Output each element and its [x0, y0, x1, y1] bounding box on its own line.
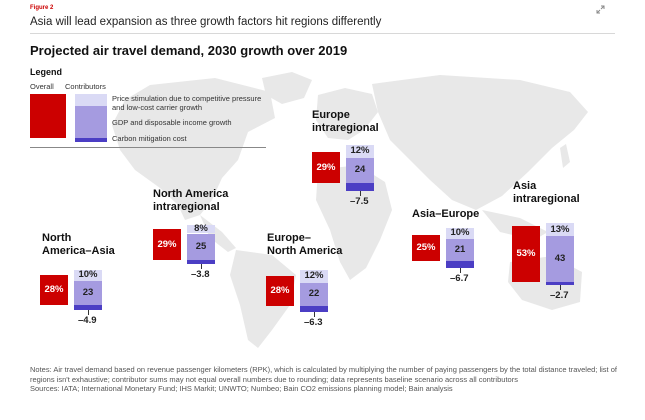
region-title-line: Europe–	[267, 232, 312, 244]
region-title-line: North America	[153, 188, 229, 200]
label-overall-na-intra: 29%	[157, 238, 177, 250]
bar-price-na-intra	[187, 225, 215, 234]
chart-title: Projected air travel demand, 2030 growth…	[30, 43, 348, 58]
label-overall-asia-eu: 25%	[416, 241, 436, 253]
region-title-asia-intra: Asia intraregional	[513, 180, 580, 206]
label-gdp-eu-na: 22	[308, 288, 320, 300]
bar-gdp-asia-intra	[546, 236, 574, 282]
carbon-tick-na-asia	[88, 309, 89, 315]
figure-title: Asia will lead expansion as three growth…	[30, 16, 382, 28]
africa-shape	[316, 165, 392, 280]
label-gdp-na-intra: 25	[195, 240, 207, 252]
legend-price-swatch	[75, 94, 107, 106]
legend-carbon-text: Carbon mitigation cost	[112, 134, 187, 143]
region-title-line: Asia–Europe	[412, 208, 480, 220]
carbon-tick-eu-intra	[360, 190, 361, 196]
region-title-line: America–Asia	[42, 245, 115, 257]
region-title-eu-intra: Europe intraregional	[312, 109, 379, 135]
label-carbon-na-intra: –3.8	[191, 268, 210, 280]
label-gdp-eu-intra: 24	[354, 164, 366, 176]
bar-overall-na-intra	[153, 229, 181, 260]
expand-icon[interactable]	[596, 5, 605, 14]
region-title-line: North America	[267, 245, 343, 257]
bar-overall-eu-na	[266, 276, 294, 306]
label-carbon-asia-intra: –2.7	[550, 289, 569, 301]
label-overall-eu-intra: 29%	[316, 161, 336, 173]
region-title-line: intraregional	[153, 201, 220, 213]
japan-shape	[560, 144, 570, 168]
region-title-asia-eu: Asia–Europe	[412, 208, 479, 221]
label-gdp-na-asia: 23	[82, 286, 94, 298]
bar-price-eu-intra	[346, 144, 374, 158]
legend-gdp-text: GDP and disposable income growth	[112, 118, 232, 127]
bar-carbon-na-asia	[74, 305, 102, 310]
bar-overall-na-asia	[40, 275, 68, 305]
bar-price-na-asia	[74, 270, 102, 281]
carbon-tick-eu-na	[314, 312, 315, 318]
region-title-line: intraregional	[513, 193, 580, 205]
region-title-line: North	[42, 232, 72, 244]
notes: Notes: Air travel demand based on revenu…	[30, 365, 618, 394]
bar-carbon-asia-intra	[546, 282, 574, 285]
label-gdp-asia-eu: 21	[454, 243, 466, 255]
region-title-eu-na: Europe– North America	[267, 232, 342, 258]
south-america-shape	[230, 250, 296, 348]
legend-divider	[30, 147, 266, 148]
bar-gdp-eu-intra	[346, 157, 374, 183]
label-overall-eu-na: 28%	[270, 285, 290, 297]
legend-overall-label: Overall	[30, 82, 54, 91]
bar-gdp-na-intra	[187, 233, 215, 260]
bar-gdp-eu-na	[300, 282, 328, 306]
legend-price-text: Price stimulation due to competitive pre…	[112, 94, 262, 112]
label-price-eu-intra: 12%	[350, 145, 370, 157]
bar-price-eu-na	[300, 269, 328, 283]
label-price-na-intra: 8%	[194, 223, 208, 235]
bar-overall-asia-intra	[512, 225, 540, 282]
bar-price-asia-eu	[446, 228, 474, 239]
label-overall-asia-intra: 53%	[516, 247, 536, 259]
legend-gdp-swatch	[75, 106, 107, 138]
label-overall-na-asia: 28%	[44, 284, 64, 296]
notes-text: Notes: Air travel demand based on revenu…	[30, 365, 617, 384]
bar-overall-asia-eu	[412, 234, 440, 261]
bar-gdp-asia-eu	[446, 238, 474, 261]
greenland-shape	[262, 72, 312, 104]
bar-carbon-na-intra	[187, 260, 215, 264]
bar-overall-eu-intra	[312, 152, 340, 183]
label-carbon-na-asia: –4.9	[78, 314, 97, 326]
sources-text: Sources: IATA; International Monetary Fu…	[30, 384, 453, 393]
bar-carbon-eu-na	[300, 306, 328, 313]
legend-carbon-swatch	[75, 138, 107, 142]
region-title-na-intra: North America intraregional	[153, 188, 228, 214]
north-america-shape	[112, 78, 275, 220]
label-carbon-eu-intra: –7.5	[350, 195, 369, 207]
region-title-line: Asia	[513, 180, 537, 192]
label-price-asia-intra: 13%	[550, 223, 570, 235]
label-carbon-asia-eu: –6.7	[450, 272, 469, 284]
label-carbon-eu-na: –6.3	[304, 317, 323, 329]
carbon-tick-asia-intra	[560, 284, 561, 290]
carbon-tick-asia-eu	[460, 267, 461, 273]
region-title-line: Europe	[312, 109, 350, 121]
asia-shape	[372, 75, 588, 210]
figure-label: Figure 2	[30, 5, 54, 11]
label-gdp-asia-intra: 43	[554, 253, 566, 265]
title-divider	[30, 33, 615, 34]
central-america-shape	[200, 215, 236, 252]
bar-price-asia-intra	[546, 222, 574, 237]
bar-gdp-na-asia	[74, 280, 102, 305]
region-title-na-asia: North America–Asia	[42, 232, 115, 258]
label-price-asia-eu: 10%	[450, 227, 470, 239]
legend-title: Legend	[30, 67, 63, 77]
legend-contributors-label: Contributors	[65, 82, 106, 91]
region-title-line: intraregional	[312, 122, 379, 134]
legend-overall-swatch	[30, 94, 66, 138]
label-price-na-asia: 10%	[78, 269, 98, 281]
bar-carbon-eu-intra	[346, 183, 374, 191]
carbon-tick-na-intra	[201, 263, 202, 269]
label-price-eu-na: 12%	[304, 270, 324, 282]
bar-carbon-asia-eu	[446, 261, 474, 268]
europe-shape	[316, 88, 378, 140]
